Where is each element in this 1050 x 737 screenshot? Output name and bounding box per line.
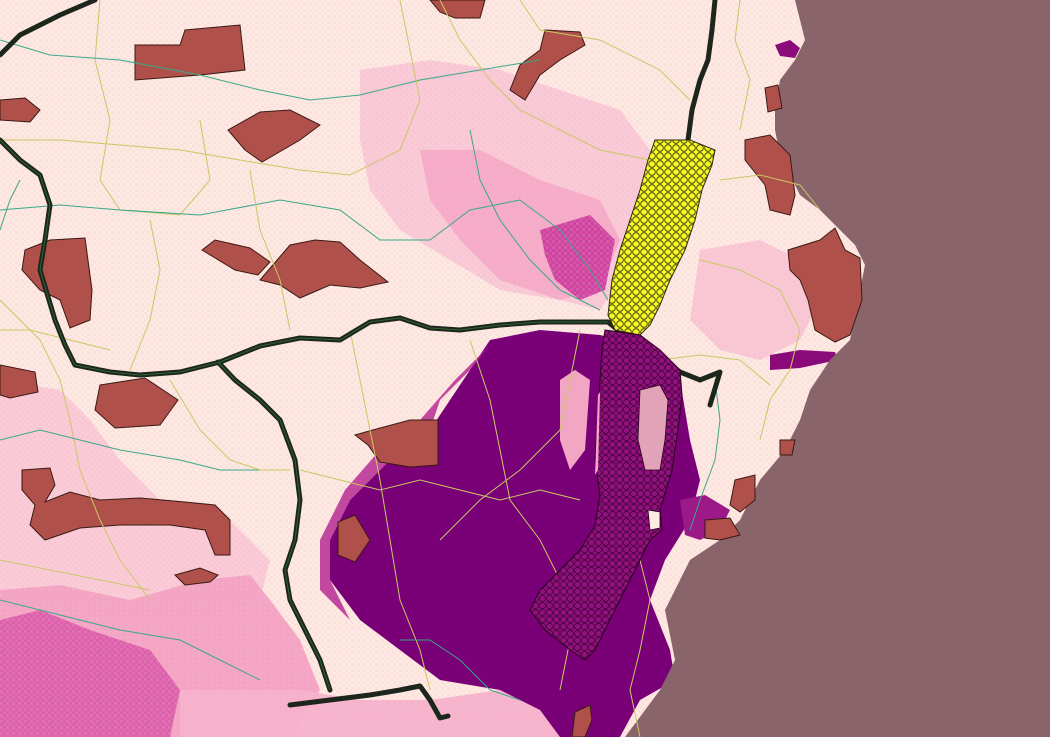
major-road-centerline — [217, 361, 331, 691]
protected-area — [571, 704, 593, 737]
minor-road — [299, 469, 581, 501]
minor-road — [719, 174, 821, 211]
minor-road — [0, 329, 111, 351]
minor-road — [169, 379, 290, 471]
protected-area — [787, 227, 863, 343]
protected-area — [729, 474, 756, 513]
major-road — [287, 683, 451, 721]
minor-road — [0, 199, 609, 301]
minor-road — [699, 259, 801, 441]
minor-road — [0, 0, 421, 176]
density-topright-purple — [775, 40, 800, 58]
major-road-centerline — [0, 139, 608, 376]
minor-road — [0, 299, 151, 601]
minor-road — [469, 129, 601, 311]
minor-road — [94, 0, 211, 216]
protected-area — [0, 364, 39, 399]
protected-area — [429, 0, 486, 19]
hex-grid-south-inlet — [595, 392, 600, 475]
protected-area — [744, 134, 796, 216]
protected-area — [94, 377, 179, 429]
minor-road — [519, 0, 691, 101]
protected-area — [227, 109, 321, 163]
protected-area — [704, 517, 741, 541]
minor-road — [439, 0, 651, 161]
minor-roads-layer — [0, 0, 821, 737]
minor-road — [439, 329, 581, 541]
protected-area — [21, 467, 231, 556]
protected-area — [0, 97, 41, 123]
protected-areas-layer — [0, 0, 863, 737]
minor-road — [0, 599, 261, 681]
major-road — [685, 0, 718, 143]
protected-area — [174, 567, 219, 586]
density-core-fringe — [320, 345, 490, 620]
hex-grid-north[interactable] — [607, 139, 716, 336]
protected-area — [353, 419, 439, 468]
density-northeast-purple — [770, 350, 838, 370]
minor-road — [659, 354, 771, 386]
minor-road — [129, 219, 161, 371]
minor-road — [689, 379, 721, 531]
hex-grid-south-gap — [637, 384, 669, 471]
sea-layer — [625, 0, 1050, 737]
hex-grid-south-notch — [647, 509, 661, 531]
protected-area — [779, 439, 796, 456]
major-roads-highlight — [0, 139, 608, 691]
protected-area — [509, 29, 586, 101]
protected-area — [201, 239, 271, 276]
minor-road — [734, 0, 751, 131]
major-road — [0, 0, 98, 58]
minor-road — [349, 329, 431, 691]
protected-area — [764, 84, 783, 113]
minor-road — [0, 429, 260, 471]
minor-road — [249, 169, 291, 331]
protected-area — [134, 24, 246, 81]
minor-road — [400, 639, 521, 701]
minor-road — [0, 559, 151, 591]
minor-road — [0, 39, 541, 101]
minor-road — [0, 179, 21, 231]
protected-area — [337, 514, 371, 563]
protected-area — [259, 239, 390, 299]
